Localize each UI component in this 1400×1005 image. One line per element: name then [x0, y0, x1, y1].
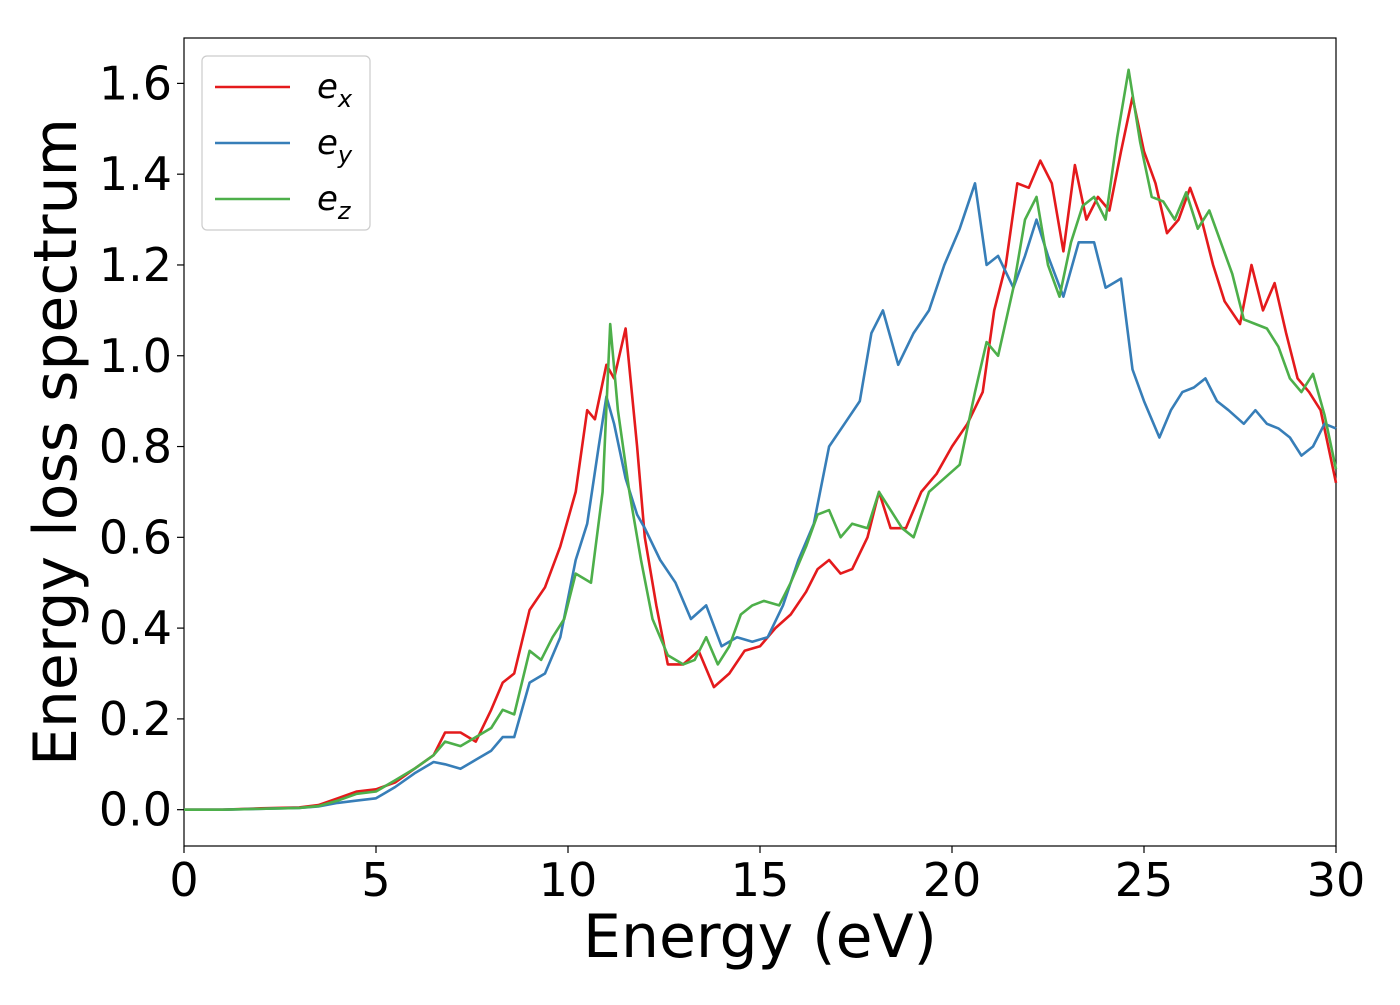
y-tick-label: 0.2 [99, 692, 172, 746]
x-axis-ticks: 0 5 10 15 20 25 30 [169, 846, 1365, 907]
legend: ex ey ez [201, 55, 371, 231]
legend-label: ex [317, 67, 353, 113]
series-line-ez [184, 68, 1338, 811]
y-axis-ticks: 0.0 0.2 0.4 0.6 0.8 1.0 1.2 1.4 1.6 [99, 56, 184, 837]
x-tick-label: 0 [169, 853, 198, 907]
y-tick-label: 1.6 [99, 56, 172, 110]
legend-label: ez [317, 179, 352, 225]
y-tick-label: 1.4 [99, 147, 172, 201]
x-tick-label: 10 [539, 853, 598, 907]
x-axis-label: Energy (eV) [583, 902, 937, 972]
series-line-ey [184, 182, 1337, 811]
legend-items: ex ey ez [215, 67, 353, 225]
series-layer [184, 68, 1338, 811]
series-line-ex [184, 95, 1338, 811]
y-tick-label: 1.0 [99, 329, 172, 383]
x-tick-label: 15 [731, 853, 790, 907]
y-tick-label: 0.6 [99, 510, 172, 564]
y-tick-label: 0.8 [99, 420, 172, 474]
legend-label: ey [317, 123, 353, 169]
y-tick-label: 1.2 [99, 238, 172, 292]
x-tick-label: 20 [923, 853, 982, 907]
y-tick-label: 0.0 [99, 783, 172, 837]
x-tick-label: 5 [361, 853, 390, 907]
y-tick-label: 0.4 [99, 601, 172, 655]
x-tick-label: 25 [1115, 853, 1174, 907]
x-tick-label: 30 [1307, 853, 1366, 907]
y-axis-label: Energy loss spectrum [21, 118, 91, 766]
